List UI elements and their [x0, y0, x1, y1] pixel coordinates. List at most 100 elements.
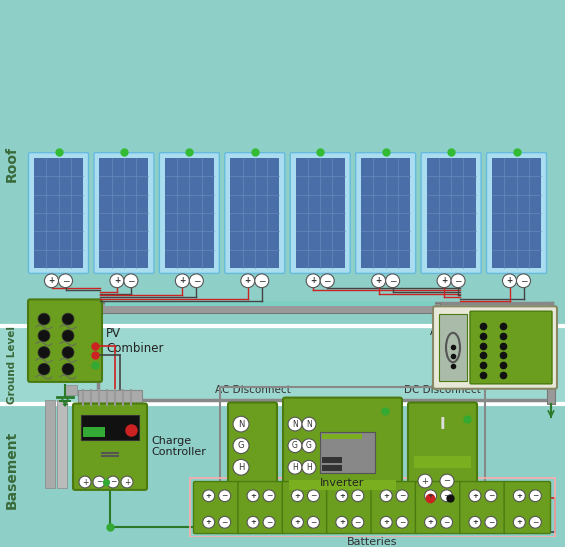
Text: −: − — [355, 491, 361, 501]
Text: I: I — [440, 417, 445, 432]
Circle shape — [93, 476, 105, 488]
Circle shape — [175, 274, 189, 288]
Circle shape — [62, 347, 74, 358]
Circle shape — [516, 274, 531, 288]
Circle shape — [107, 476, 119, 488]
Circle shape — [110, 274, 124, 288]
Circle shape — [469, 490, 481, 502]
Text: −: − — [324, 276, 331, 286]
Bar — [547, 309, 555, 404]
Circle shape — [247, 490, 259, 502]
Text: −: − — [444, 491, 450, 501]
Bar — [427, 158, 476, 268]
FancyBboxPatch shape — [193, 481, 240, 533]
Circle shape — [307, 516, 319, 528]
FancyBboxPatch shape — [159, 153, 219, 274]
FancyBboxPatch shape — [238, 481, 284, 533]
Circle shape — [62, 330, 74, 342]
Bar — [439, 314, 467, 381]
Text: +: + — [516, 519, 522, 525]
Circle shape — [241, 274, 255, 288]
Text: −: − — [310, 491, 316, 501]
Text: +: + — [179, 276, 185, 286]
Text: −: − — [193, 276, 200, 286]
Text: PV
Combiner: PV Combiner — [106, 327, 163, 354]
Circle shape — [306, 274, 320, 288]
Circle shape — [59, 274, 72, 288]
Circle shape — [233, 459, 249, 475]
FancyBboxPatch shape — [28, 299, 102, 382]
Text: +: + — [49, 276, 55, 286]
Bar — [220, 387, 485, 527]
Text: +: + — [421, 476, 428, 486]
Text: +: + — [206, 519, 212, 525]
Text: N: N — [306, 420, 312, 429]
Circle shape — [189, 274, 203, 288]
Circle shape — [418, 474, 432, 488]
Text: +: + — [506, 276, 512, 286]
Text: −: − — [62, 276, 69, 286]
Text: −: − — [399, 491, 405, 501]
Text: −: − — [520, 276, 527, 286]
Circle shape — [288, 439, 302, 452]
Circle shape — [302, 417, 316, 431]
FancyBboxPatch shape — [371, 481, 418, 533]
FancyBboxPatch shape — [94, 153, 154, 274]
Text: +: + — [245, 276, 251, 286]
Text: Ground Level: Ground Level — [7, 326, 17, 404]
Text: −: − — [488, 518, 494, 527]
Text: −: − — [399, 518, 405, 527]
Text: +: + — [206, 493, 212, 499]
Circle shape — [124, 274, 138, 288]
FancyBboxPatch shape — [408, 403, 477, 495]
Bar — [0, 404, 565, 537]
Bar — [0, 326, 565, 404]
Circle shape — [441, 490, 453, 502]
Circle shape — [396, 516, 408, 528]
Text: −: − — [127, 276, 134, 286]
Text: AC Mains Panel
(Breaker Box): AC Mains Panel (Breaker Box) — [431, 327, 510, 348]
Text: +: + — [383, 519, 389, 525]
Text: AC Disconnect: AC Disconnect — [215, 385, 290, 394]
Text: G: G — [306, 441, 312, 450]
FancyBboxPatch shape — [460, 481, 506, 533]
Circle shape — [380, 516, 392, 528]
Circle shape — [62, 363, 74, 375]
Text: Batteries: Batteries — [347, 537, 398, 547]
Circle shape — [396, 490, 408, 502]
Circle shape — [307, 490, 319, 502]
Text: −: − — [532, 491, 538, 501]
Circle shape — [386, 274, 399, 288]
Bar — [231, 158, 279, 268]
Bar — [190, 478, 555, 537]
Text: +: + — [114, 276, 120, 286]
Text: −: − — [96, 478, 102, 486]
Text: −: − — [355, 518, 361, 527]
Text: +: + — [250, 493, 256, 499]
Bar — [322, 457, 342, 463]
Bar — [57, 399, 67, 488]
Text: −: − — [110, 478, 116, 486]
Circle shape — [233, 416, 249, 432]
Bar — [45, 399, 55, 488]
Text: −: − — [444, 476, 450, 486]
Text: +: + — [339, 493, 345, 499]
FancyBboxPatch shape — [290, 153, 350, 274]
Text: −: − — [221, 491, 228, 501]
FancyBboxPatch shape — [504, 481, 550, 533]
FancyBboxPatch shape — [73, 404, 147, 490]
Circle shape — [469, 516, 481, 528]
FancyBboxPatch shape — [225, 153, 285, 274]
Text: +: + — [82, 478, 88, 486]
Text: DC Disconnect: DC Disconnect — [404, 385, 481, 394]
Circle shape — [292, 516, 303, 528]
Circle shape — [529, 490, 541, 502]
Text: −: − — [310, 518, 316, 527]
Text: +: + — [516, 493, 522, 499]
Bar — [295, 158, 345, 268]
Circle shape — [292, 490, 303, 502]
Circle shape — [352, 516, 364, 528]
Text: +: + — [472, 519, 478, 525]
Bar — [361, 158, 410, 268]
Text: N: N — [238, 420, 244, 429]
